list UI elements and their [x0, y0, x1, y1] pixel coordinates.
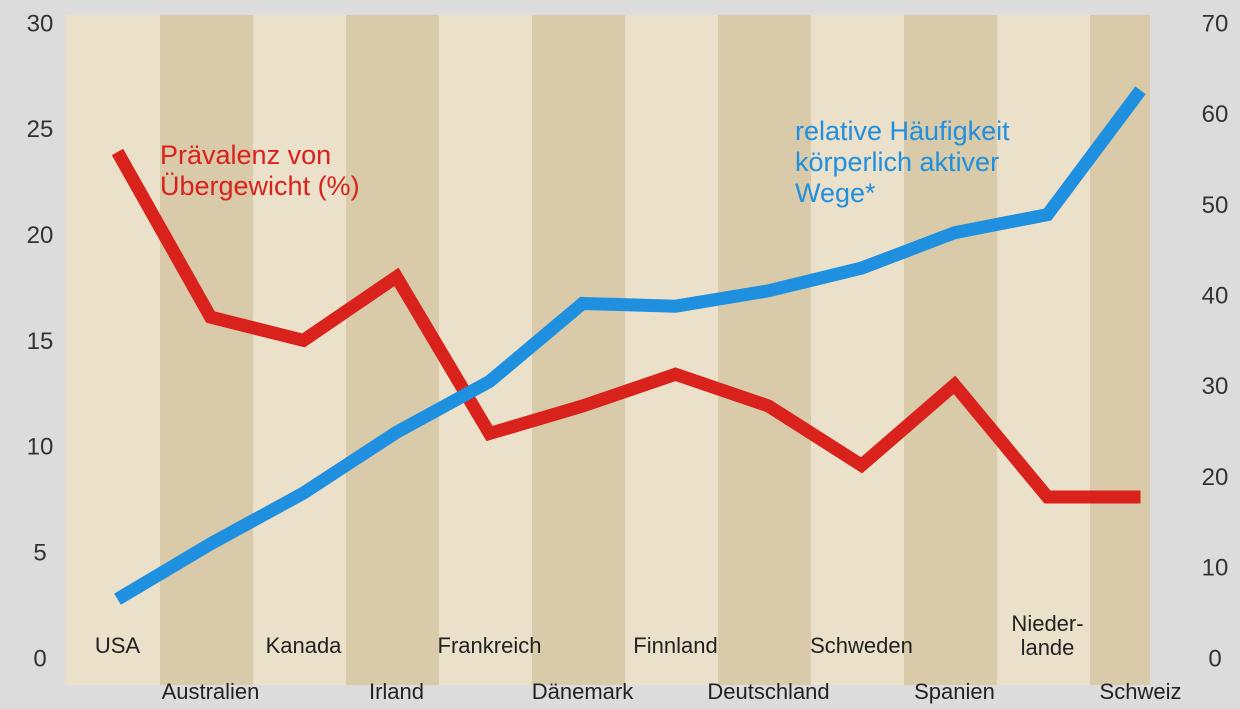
- x-tick-label: Schweiz: [1099, 679, 1182, 704]
- x-tick-label: Finnland: [633, 633, 718, 658]
- y2-tick-label: 40: [1202, 282, 1229, 309]
- x-tick-label: USA: [94, 633, 141, 658]
- y-tick-label: 5: [33, 540, 46, 567]
- x-tick-label: Spanien: [914, 679, 995, 704]
- x-tick-label: Dänemark: [531, 679, 634, 704]
- y2-tick-label: 50: [1202, 192, 1229, 219]
- stripe: [160, 15, 253, 685]
- y2-tick-label: 20: [1202, 464, 1229, 491]
- y-tick-label: 30: [27, 10, 54, 37]
- x-tick-label: Irland: [368, 679, 425, 704]
- x-tick-label: Schweden: [810, 633, 913, 658]
- y2-tick-label: 60: [1202, 101, 1229, 128]
- y-tick-label: 25: [27, 116, 54, 143]
- stripe: [532, 15, 625, 685]
- x-tick-label: Kanada: [265, 633, 342, 658]
- series-label: Prävalenz von Übergewicht (%): [160, 140, 360, 201]
- y-tick-label: 20: [27, 222, 54, 249]
- stripe: [718, 15, 811, 685]
- series-line: [111, 148, 1141, 504]
- x-tick-label: Deutschland: [707, 679, 830, 704]
- x-tick-label: Australien: [161, 679, 260, 704]
- y2-tick-label: 30: [1202, 373, 1229, 400]
- series-label: relative Häufigkeit körperlich aktiver W…: [795, 116, 1010, 208]
- stripe: [346, 15, 439, 685]
- stripe: [904, 15, 997, 685]
- x-tick-label: Nieder- lande: [1011, 611, 1084, 660]
- y-tick-label: 0: [33, 645, 46, 672]
- y-tick-label: 15: [27, 328, 54, 355]
- y2-tick-label: 0: [1208, 645, 1221, 672]
- y2-tick-label: 10: [1202, 555, 1229, 582]
- y-tick-label: 10: [27, 434, 54, 461]
- x-tick-label: Frankreich: [437, 633, 542, 658]
- y2-tick-label: 70: [1202, 10, 1229, 37]
- series-line: [114, 86, 1146, 605]
